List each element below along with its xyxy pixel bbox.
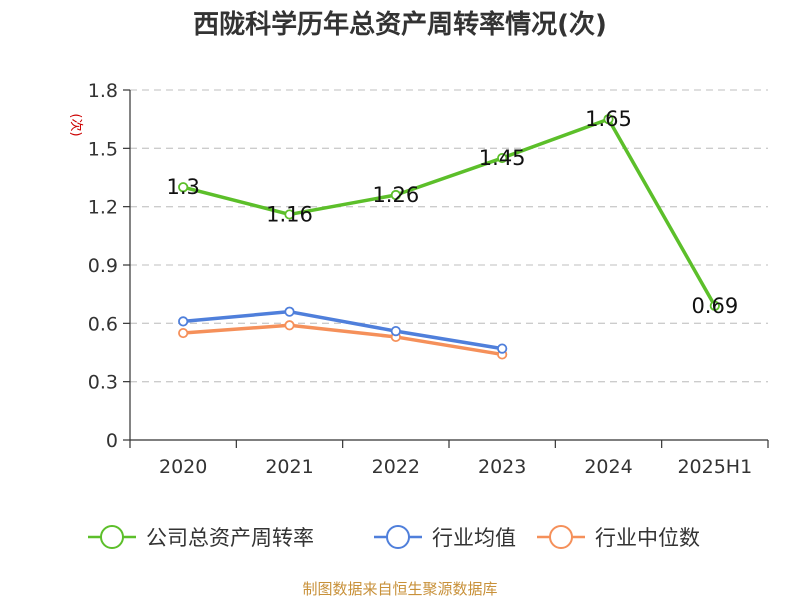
y-tick-label: 1.8	[88, 80, 118, 102]
series-line	[183, 323, 503, 357]
series-line	[182, 117, 717, 307]
data-point[interactable]	[497, 152, 508, 164]
data-point[interactable]	[178, 182, 189, 193]
legend-item-2[interactable]: 行业均值	[374, 525, 516, 550]
source-note: 制图数据来自恒生聚源数据库	[302, 580, 497, 598]
series-layer: 1.3 1.16 1.26 1.45 1.65 0.69	[166, 107, 738, 360]
data-point[interactable]	[284, 320, 295, 331]
legend-swatch-marker	[100, 525, 124, 549]
legend-label: 公司总资产周转率	[146, 526, 314, 550]
y-tick-label: 0.9	[88, 255, 118, 277]
data-point[interactable]	[390, 189, 401, 201]
x-tick-label: 2023	[478, 456, 526, 478]
legend-swatch-marker	[386, 525, 410, 549]
data-point[interactable]	[390, 326, 401, 337]
y-axis-label: (次)	[68, 113, 84, 136]
legend-item-1[interactable]: 公司总资产周转率	[88, 525, 314, 550]
series-1: 1.3 1.16 1.26 1.45 1.65 0.69	[166, 107, 738, 318]
y-tick-label: 1.5	[88, 138, 118, 160]
x-tick-label: 2020	[159, 456, 207, 478]
x-tick-label: 2025H1	[677, 456, 752, 478]
x-tick-label: 2021	[265, 456, 313, 478]
data-point[interactable]	[284, 209, 295, 220]
data-label: 1.65	[585, 107, 632, 131]
x-tick-label: 2024	[584, 456, 632, 478]
y-tick-label: 1.2	[88, 197, 118, 219]
y-tick-label: 0.3	[88, 372, 118, 394]
data-label: 1.16	[266, 202, 313, 226]
legend[interactable]: 公司总资产周转率 行业均值 行业中位数	[88, 525, 700, 550]
legend-swatch-marker	[549, 525, 573, 549]
data-point[interactable]	[603, 114, 614, 125]
data-point[interactable]	[178, 327, 189, 339]
data-point[interactable]	[284, 306, 295, 317]
axes: 0 0.3 0.6 0.9 1.2 1.5 1.8 2020 2021 2022 2023 2024 2…	[88, 80, 769, 478]
data-label: 1.3	[166, 175, 199, 199]
data-point[interactable]	[709, 300, 720, 311]
data-point[interactable]	[178, 316, 189, 327]
data-label: 1.26	[372, 183, 419, 207]
series-line	[183, 309, 503, 351]
x-tick-label: 2022	[372, 456, 420, 478]
data-point[interactable]	[497, 343, 508, 354]
series-2	[178, 306, 508, 354]
legend-label: 行业中位数	[595, 526, 700, 550]
legend-label: 行业均值	[432, 526, 516, 550]
data-label: 0.69	[691, 294, 738, 318]
data-label: 1.45	[479, 146, 526, 170]
legend-item-3[interactable]: 行业中位数	[537, 525, 700, 550]
y-tick-label: 0.6	[88, 313, 118, 335]
y-tick-label: 0	[106, 430, 118, 452]
chart-title: 西陇科学历年总资产周转率情况(次)	[193, 9, 607, 40]
gridlines	[130, 89, 768, 383]
